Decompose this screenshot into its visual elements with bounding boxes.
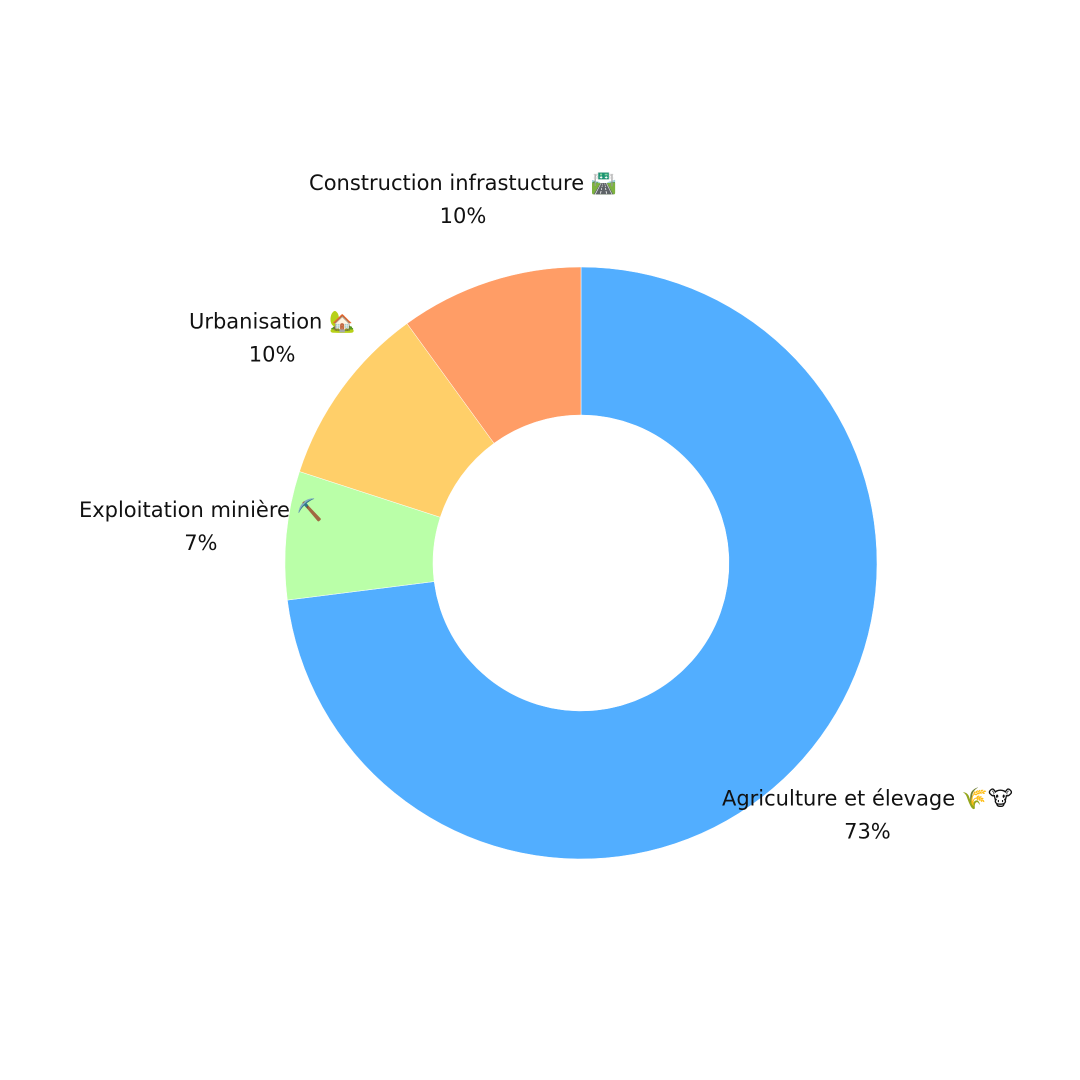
slice-label: Construction infrastucture 🛣️ <box>309 171 617 195</box>
slice-label: Exploitation minière ⛏️ <box>79 497 323 522</box>
donut-slice <box>287 266 878 860</box>
slice-label: Urbanisation 🏡 <box>189 310 355 334</box>
slice-value-label: 10% <box>249 343 296 367</box>
slice-value-label: 73% <box>844 820 891 844</box>
slice-value-label: 10% <box>440 204 487 228</box>
slice-value-label: 7% <box>184 531 217 555</box>
slice-label: Agriculture et élevage 🌾🐮 <box>722 787 1013 811</box>
donut-slice <box>406 266 582 444</box>
